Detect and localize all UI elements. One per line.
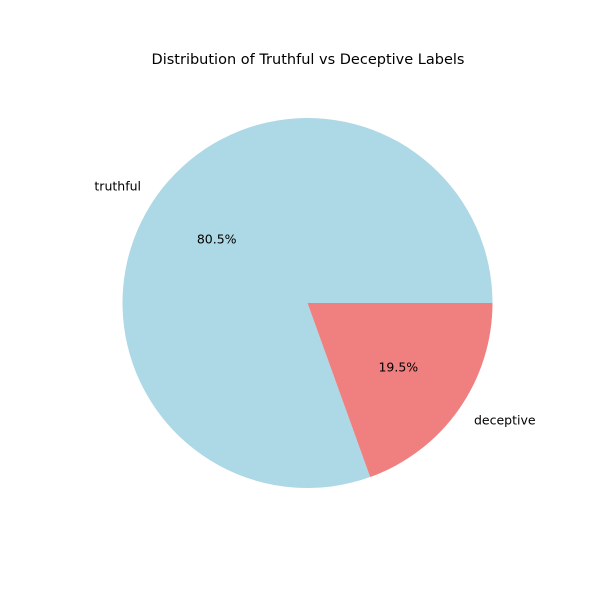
pie-percent-label-deceptive: 19.5% xyxy=(378,359,418,374)
pie-slices xyxy=(122,117,493,488)
pie-category-label-deceptive: deceptive xyxy=(474,413,536,428)
pie-labels: 80.5% truthful 19.5% deceptive xyxy=(94,178,535,427)
pie-slice-deceptive xyxy=(307,303,493,478)
pie-slice-truthful xyxy=(122,117,493,488)
pie-percent-label-truthful: 80.5% xyxy=(197,232,237,247)
pie-category-label-truthful: truthful xyxy=(94,178,141,193)
chart-title: Distribution of Truthful vs Deceptive La… xyxy=(152,52,465,68)
